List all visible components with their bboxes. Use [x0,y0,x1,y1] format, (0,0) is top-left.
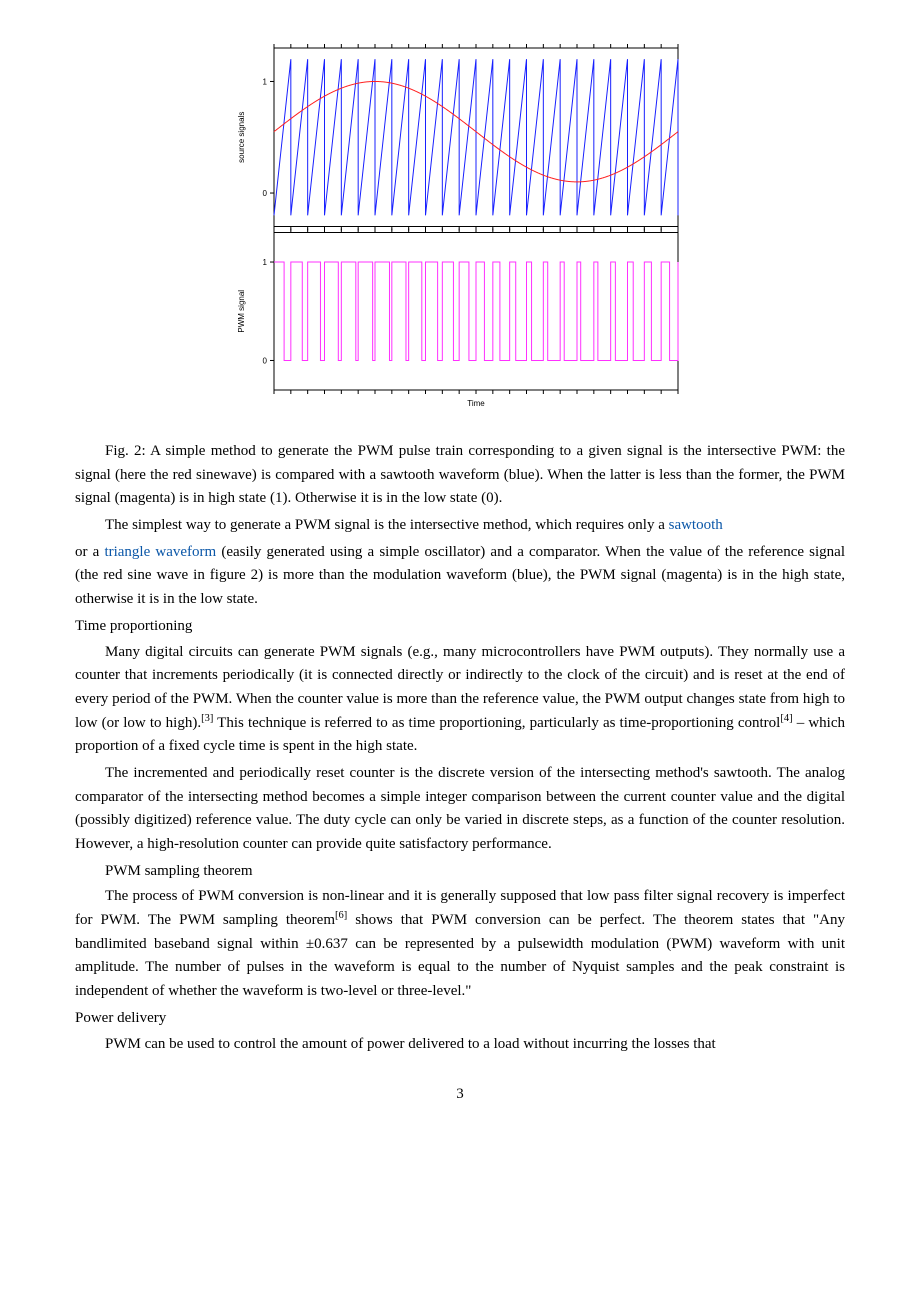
para1-text-b-pre: or a [75,544,99,560]
svg-text:1: 1 [263,258,268,267]
ref-4: [4] [780,713,792,724]
paragraph-time-1: Many digital circuits can generate PWM s… [75,641,845,759]
para2-text-b: This technique is referred to as time pr… [213,715,780,731]
ref-3: [3] [201,713,213,724]
figure-caption: Fig. 2: A simple method to generate the … [75,440,845,511]
paragraph-time-2: The incremented and periodically reset c… [75,762,845,857]
heading-time-proportioning: Time proportioning [75,615,845,639]
paragraph-sampling: The process of PWM conversion is non-lin… [75,885,845,1003]
heading-sampling-theorem: PWM sampling theorem [75,860,845,884]
svg-text:source signals: source signals [237,112,246,163]
svg-text:0: 0 [263,189,268,198]
para1-text-a: The simplest way to generate a PWM signa… [105,517,665,533]
triangle-waveform-link[interactable]: triangle waveform [104,544,216,560]
page-number: 3 [75,1086,845,1103]
sawtooth-link[interactable]: sawtooth [669,517,723,533]
heading-power-delivery: Power delivery [75,1007,845,1031]
paragraph-power: PWM can be used to control the amount of… [75,1033,845,1057]
svg-text:PWM signal: PWM signal [237,290,246,333]
pwm-chart: 0 1 source signals 0 1 PWM signal Time [230,40,690,422]
pwm-figure: 0 1 source signals 0 1 PWM signal Time [75,40,845,422]
svg-text:1: 1 [263,77,268,86]
paragraph-intersective-1b: or a triangle waveform (easily generated… [75,541,845,612]
ref-6: [6] [335,910,347,921]
paragraph-intersective-1: The simplest way to generate a PWM signa… [75,514,845,538]
svg-text:Time: Time [467,399,485,408]
svg-text:0: 0 [263,356,268,365]
